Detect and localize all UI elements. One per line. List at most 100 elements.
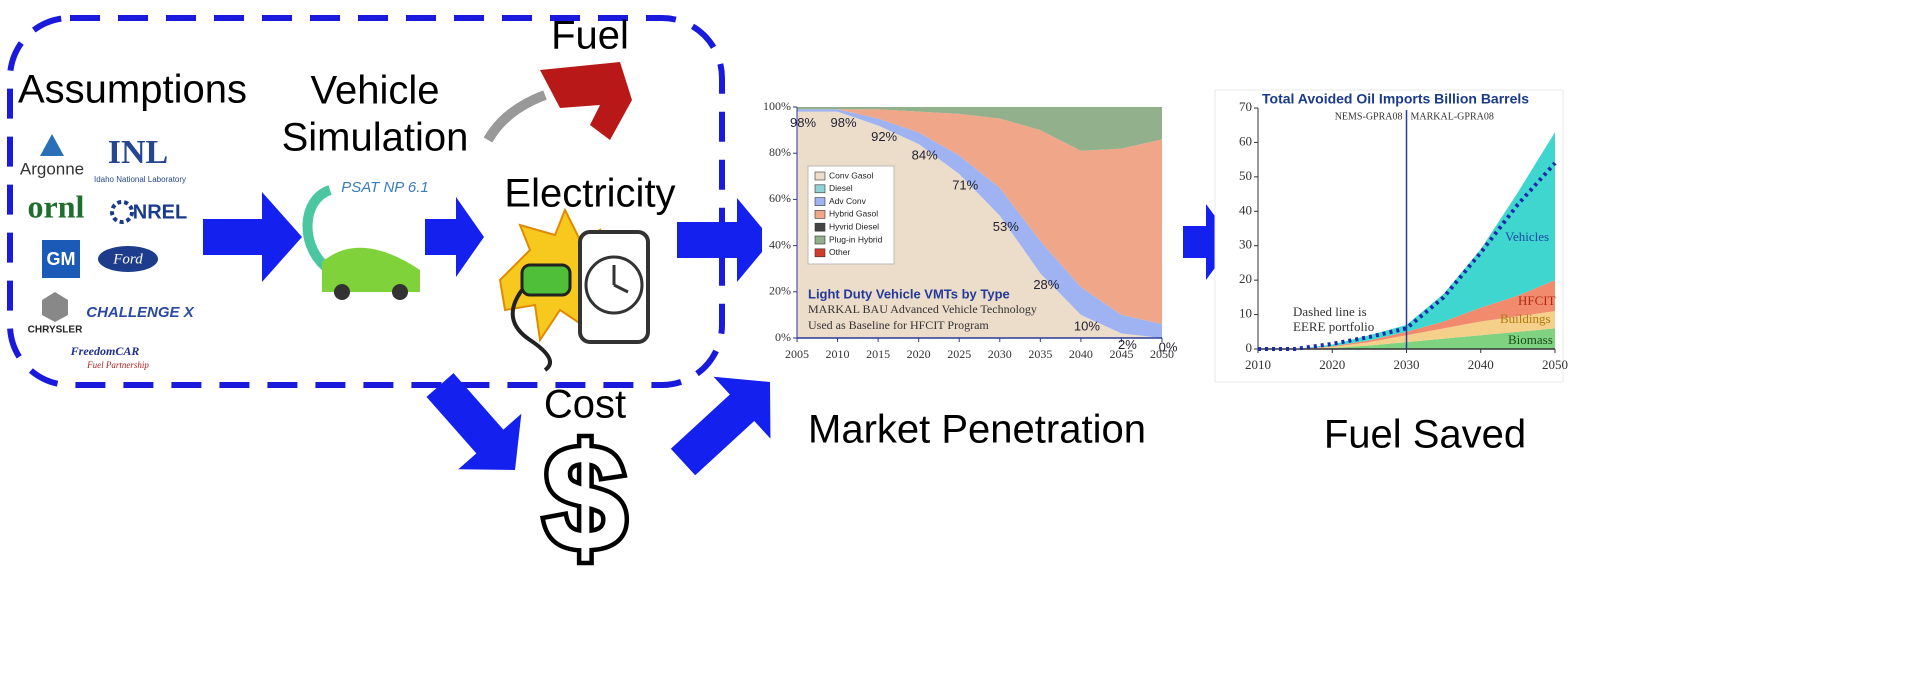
label: Market Penetration — [808, 408, 1146, 452]
market-chart: 0% 20% 40% 60% 80% 100% 2005 2010 2015 2020 2025 20… — [763, 99, 1178, 361]
y-tick-label: 30 — [1239, 237, 1252, 252]
logo: CHRYSLER — [28, 325, 83, 336]
arrows — [203, 192, 1234, 476]
legend-swatch — [814, 197, 826, 206]
chart-subtitle: MARKAL BAU Advanced Vehicle Technology — [808, 302, 1037, 316]
legend-swatch — [814, 171, 826, 181]
logo: Idaho National Laboratory — [94, 175, 186, 184]
x-tick-label: 2020 — [907, 347, 931, 361]
annotation: Dashed line is — [1293, 304, 1367, 319]
cord — [510, 288, 552, 372]
y-tick-label: 40 — [1239, 202, 1252, 217]
chart-title: Total Avoided Oil Imports Billion Barrel… — [1262, 91, 1529, 107]
x-tick-label: 2040 — [1069, 347, 1093, 361]
y-tick-label: 0 — [1246, 340, 1253, 355]
data-label: 0% — [1159, 339, 1178, 354]
y-tick-label: 40% — [769, 237, 791, 251]
y-tick-label: 20% — [769, 284, 791, 298]
y-tick-label: 10 — [1239, 306, 1252, 321]
x-tick-label: 2010 — [826, 347, 850, 361]
logo: ornl — [28, 188, 85, 224]
logo: Ford — [112, 251, 143, 267]
series-label: Buildings — [1500, 311, 1551, 326]
legend-swatch — [814, 248, 826, 258]
data-label: 98% — [790, 115, 816, 130]
clock-hands — [612, 265, 629, 294]
legend-label: Hyvrid Diesel — [829, 221, 879, 231]
label: Assumptions — [18, 68, 247, 112]
dollar-icon: $ — [543, 414, 626, 582]
label: Vehicle — [311, 69, 440, 113]
logo-mark — [40, 134, 64, 156]
x-tick-label: 2030 — [988, 347, 1012, 361]
legend-swatch — [814, 210, 826, 219]
data-label: 53% — [993, 219, 1019, 234]
x-tick-label: 2005 — [785, 347, 809, 361]
logo-mark — [42, 292, 68, 322]
area — [1258, 328, 1555, 349]
label: Fuel Saved — [1324, 413, 1526, 457]
arrow — [425, 197, 484, 277]
y-tick-label: 60% — [769, 191, 791, 205]
legend-swatch — [814, 184, 826, 194]
label: Cost — [544, 383, 626, 427]
x-tick-label: 2045 — [1109, 347, 1133, 361]
logo: FreedomCAR — [70, 344, 140, 358]
arrow — [677, 198, 772, 282]
arrow — [670, 376, 771, 476]
label: Simulation — [282, 116, 469, 160]
area — [797, 107, 1162, 151]
logo-mark — [110, 200, 134, 224]
legend-label: Plug-in Hybrid — [829, 234, 883, 244]
y-tick-label: 60 — [1239, 133, 1252, 148]
y-tick-label: 80% — [769, 145, 791, 159]
dashed-frame — [7, 15, 725, 388]
y-tick-label: 100% — [763, 99, 791, 113]
arrow — [1183, 204, 1234, 280]
legend-label: Hybrid Gasol — [829, 209, 878, 219]
x-tick-label: 2030 — [1394, 357, 1420, 372]
wheel — [334, 284, 350, 300]
annotation: MARKAL-GPRA08 — [1411, 111, 1494, 122]
label: Electricity — [504, 172, 675, 216]
y-tick-label: 0% — [775, 330, 791, 344]
logo: INL — [108, 134, 168, 171]
swoosh — [302, 185, 334, 275]
area — [797, 109, 1162, 338]
chart-title: Light Duty Vehicle VMTs by Type — [808, 286, 1010, 301]
series-label: Biomass — [1508, 332, 1553, 347]
y-tick-label: 50 — [1239, 168, 1252, 183]
legend-swatch — [814, 235, 826, 245]
logo: Argonne — [20, 159, 84, 178]
logo-mark — [42, 240, 80, 278]
logo: GM — [47, 249, 76, 269]
data-label: 84% — [912, 147, 938, 162]
chart-subtitle: Used as Baseline for HFCIT Program — [808, 318, 989, 332]
data-label: 71% — [952, 177, 978, 192]
data-label: 10% — [1074, 318, 1100, 333]
x-tick-label: 2010 — [1245, 357, 1271, 372]
logo: NREL — [133, 201, 187, 223]
logo: CHALLENGE X — [86, 304, 195, 321]
wheel — [392, 284, 408, 300]
legend-label: Other — [829, 247, 850, 257]
area — [797, 109, 1162, 325]
logo: PSAT NP 6.1 — [341, 179, 429, 196]
plug-icon — [520, 263, 572, 297]
legend-label: Conv Gasol — [829, 170, 874, 180]
pump-icon — [483, 90, 547, 143]
legend-label: Adv Conv — [829, 196, 867, 206]
legend-label: Diesel — [829, 183, 853, 193]
car-icon — [322, 247, 420, 292]
x-tick-label: 2035 — [1028, 347, 1052, 361]
logo: Fuel Partnership — [86, 360, 149, 370]
data-label: 92% — [871, 129, 897, 144]
x-tick-label: 2050 — [1150, 347, 1174, 361]
annotation: NEMS-GPRA08 — [1335, 111, 1403, 122]
x-tick-label: 2015 — [866, 347, 890, 361]
series-label: Vehicles — [1505, 229, 1549, 244]
data-label: 98% — [831, 115, 857, 130]
x-tick-label: 2050 — [1542, 357, 1568, 372]
